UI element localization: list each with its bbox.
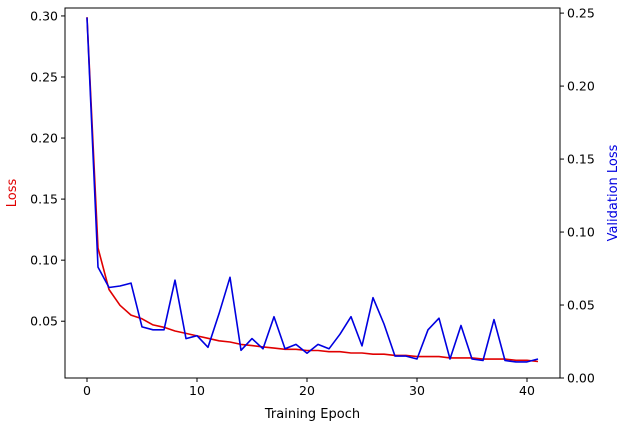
y2-tick-label: 0.15: [567, 152, 595, 167]
y-tick-label: 0.05: [30, 314, 58, 329]
y-axis-label: Loss: [5, 179, 20, 208]
axes-layer: 0 10 20 30 40 0.05 0.10 0.15 0.20 0.25 0.30 0.00 0.0…: [30, 6, 595, 398]
y2-tick-label: 0.00: [567, 371, 595, 386]
plot-area: [65, 8, 560, 378]
y-tick-label: 0.25: [30, 69, 58, 84]
x-tick-label: 0: [83, 383, 91, 398]
labels-layer: Training Epoch Loss Validation Loss: [5, 144, 621, 422]
x-axis-label: Training Epoch: [264, 407, 360, 422]
y2-tick-label: 0.20: [567, 79, 595, 94]
y2-tick-label: 0.25: [567, 6, 595, 21]
plot-background: [65, 8, 560, 378]
plot-frame: [64, 7, 561, 379]
series-line-validation-loss: [86, 17, 539, 363]
series-line-loss: [86, 17, 539, 363]
y2-tick-label: 0.05: [567, 298, 595, 313]
x-tick-label: 10: [189, 383, 205, 398]
series-layer: [86, 17, 539, 363]
y-tick-label: 0.10: [30, 253, 58, 268]
x-tick-label: 40: [519, 383, 535, 398]
y2-tick-label: 0.10: [567, 225, 595, 240]
x-tick-label: 30: [409, 383, 425, 398]
y-tick-label: 0.15: [30, 192, 58, 207]
y2-axis-label: Validation Loss: [606, 144, 621, 241]
x-tick-label: 20: [299, 383, 315, 398]
y-tick-label: 0.30: [30, 8, 58, 23]
y-tick-label: 0.20: [30, 131, 58, 146]
